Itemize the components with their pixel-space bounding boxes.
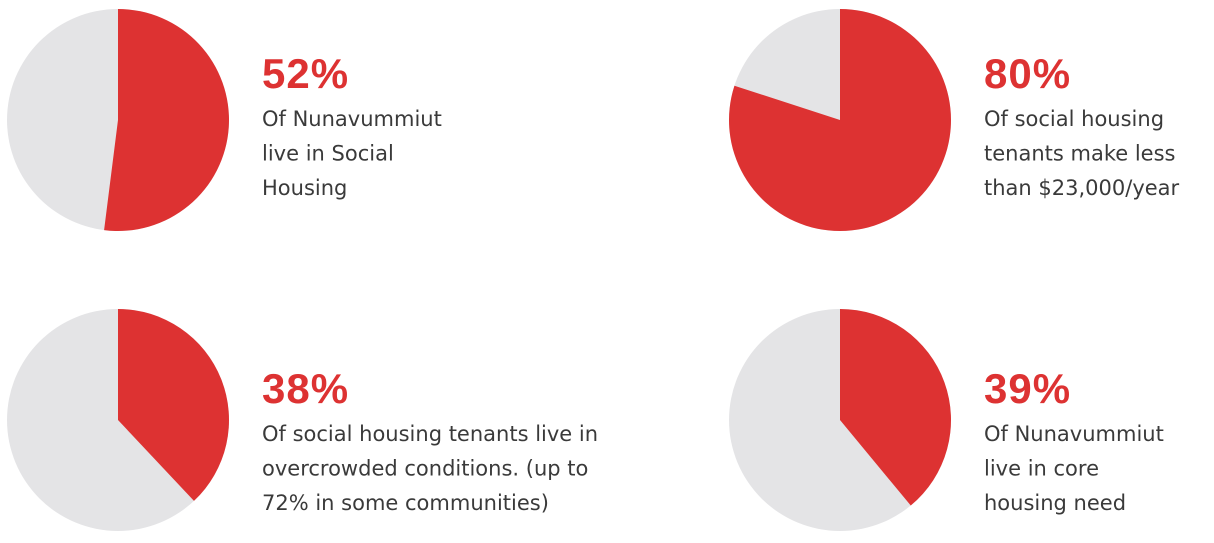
stat-description: overcrowded conditions. (up to — [262, 457, 588, 481]
stat-value: 80% — [984, 50, 1071, 97]
stat-description: Housing — [262, 176, 347, 200]
pie-slice — [118, 309, 229, 501]
stat-description: 72% in some communities) — [262, 491, 549, 515]
stat-description: tenants make less — [984, 142, 1175, 166]
stat-description: Of Nunavummiut — [262, 107, 442, 131]
pie-slice — [840, 309, 952, 506]
stat-value: 52% — [262, 50, 349, 97]
stat-description: live in Social — [262, 142, 394, 166]
stat-description: live in core — [984, 457, 1099, 481]
stat-description: Of Nunavummiut — [984, 422, 1164, 446]
stat-value: 39% — [984, 365, 1071, 412]
stat-description: housing need — [984, 491, 1126, 515]
stat-description: Of social housing — [984, 107, 1164, 131]
stat-description: than $23,000/year — [984, 176, 1180, 200]
pie-slice — [104, 9, 229, 231]
stat-description: Of social housing tenants live in — [262, 422, 598, 446]
stat-value: 38% — [262, 365, 349, 412]
pie-slice — [729, 9, 952, 231]
